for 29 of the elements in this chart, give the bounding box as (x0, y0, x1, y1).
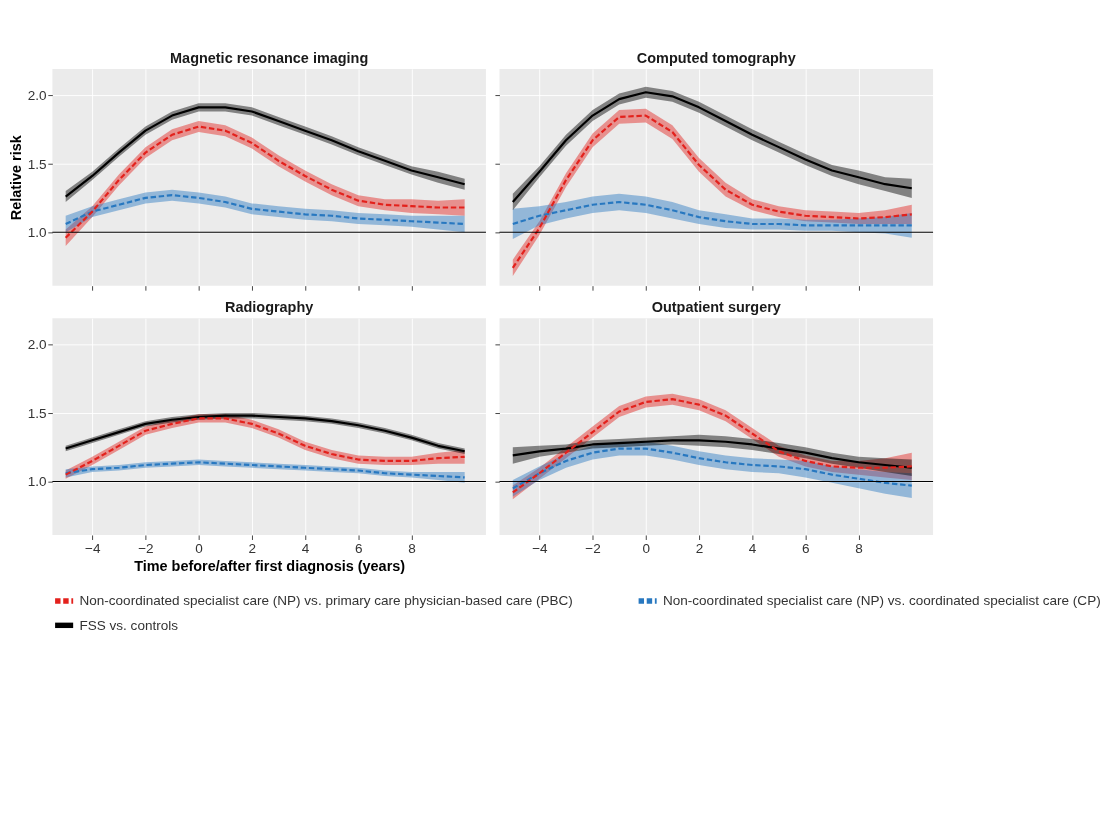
y-tick-label: 2.0 (27, 337, 47, 353)
x-tick-label: −2 (138, 540, 154, 556)
y-tick-label: 1.5 (27, 156, 47, 172)
x-axis-title: Time before/after first diagnosis (years) (134, 557, 406, 574)
chart-title: Magnetic resonance imaging (170, 49, 369, 66)
x-tick-label: 8 (855, 540, 863, 556)
x-tick-label: 8 (408, 540, 416, 556)
y-axis-title: Relative risk (8, 134, 25, 221)
x-tick-label: 2 (695, 540, 704, 556)
chart-title: Computed tomography (636, 49, 796, 66)
y-tick-label: 1.0 (27, 225, 47, 241)
chart-title: Radiography (225, 298, 314, 315)
x-tick-label: −2 (585, 540, 601, 556)
y-tick-label: 2.0 (27, 87, 47, 103)
x-tick-label: 2 (248, 540, 257, 556)
x-tick-label: 6 (802, 540, 810, 556)
y-tick-label: 1.5 (27, 405, 47, 421)
legend-label: Non-coordinated specialist care (NP) vs. coordinated specialist care (CP) (662, 593, 1101, 609)
legend-label: Non-coordinated specialist care (NP) vs. primary care physician-based care (PBC) (79, 593, 573, 609)
x-tick-label: 4 (748, 540, 757, 556)
x-tick-label: 4 (301, 540, 310, 556)
x-tick-label: −4 (85, 540, 101, 556)
x-tick-label: −4 (532, 540, 549, 556)
y-tick-label: 1.0 (27, 474, 47, 490)
x-tick-label: 0 (642, 540, 651, 556)
chart-title: Outpatient surgery (651, 298, 781, 315)
x-tick-label: 6 (354, 540, 363, 556)
legend-label: FSS vs. controls (79, 617, 179, 633)
x-tick-label: 0 (195, 540, 203, 556)
